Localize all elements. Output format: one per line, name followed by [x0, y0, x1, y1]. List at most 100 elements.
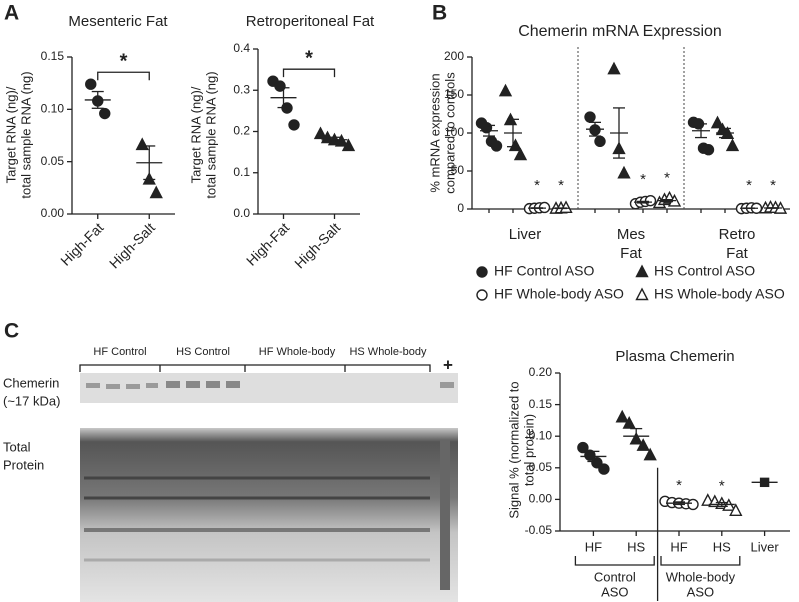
lane-group-label: HF Control [93, 346, 146, 358]
y-tick-label: 0.20 [529, 365, 553, 379]
panel-label: A [4, 2, 19, 25]
data-point [274, 80, 286, 92]
y-tick-label: 0.10 [41, 102, 65, 116]
x-tick-label: Fat [620, 245, 643, 262]
legend-marker [476, 289, 488, 301]
y-axis-label: compared to controls [442, 72, 457, 194]
total-protein-gel [80, 428, 458, 602]
group-bracket [574, 556, 655, 566]
chemerin-bands [86, 381, 454, 389]
y-tick-label: 100 [444, 125, 464, 139]
data-point [617, 165, 631, 179]
lane-group-label: HS Whole-body [349, 346, 427, 358]
data-point [598, 463, 610, 475]
data-point [313, 126, 328, 140]
significance-bracket [97, 71, 150, 81]
x-tick-label: Mes [617, 226, 645, 243]
x-tick-label: High-Fat [243, 219, 292, 268]
western-blot: HF Control HS Control HF Whole-body HS W… [3, 346, 458, 602]
chart-title: Mesenteric Fat [68, 13, 168, 30]
y-tick-label: -0.05 [525, 523, 553, 537]
data-point [594, 135, 606, 148]
data-point [149, 185, 163, 199]
data-point [559, 200, 573, 214]
y-tick-label: 0.05 [529, 460, 553, 474]
x-tick-label: Liver [751, 539, 780, 554]
data-point [708, 494, 722, 508]
data-point [710, 115, 725, 129]
data-point [85, 78, 97, 90]
group-bracket [660, 556, 741, 566]
y-tick-label: 0.10 [529, 428, 553, 442]
chart-title: Retroperitoneal Fat [246, 13, 375, 30]
legend-label: HF Control ASO [494, 263, 594, 279]
panel-label: B [432, 2, 447, 25]
row-label: Protein [3, 457, 44, 472]
y-axis-label: % mRNA expression [427, 73, 442, 192]
data-point [644, 194, 657, 207]
significance-bracket [282, 68, 336, 78]
x-tick-label: HF [585, 539, 602, 554]
legend-label: HF Whole-body ASO [494, 286, 624, 302]
y-tick-label: 200 [444, 49, 464, 63]
significance-mark: * [676, 477, 682, 494]
lane-bracket [79, 364, 431, 372]
y-axis-label: total sample RNA (ng) [18, 71, 33, 198]
significance-mark: * [664, 170, 670, 187]
y-tick-label: 0.4 [233, 41, 250, 55]
x-tick-label: HF [670, 539, 687, 554]
significance-mark: * [746, 177, 752, 194]
group-label: Whole-body [666, 569, 736, 584]
significance-mark: * [770, 177, 776, 194]
x-tick-label: Fat [726, 245, 749, 262]
legend-marker [476, 266, 488, 278]
y-tick-label: 0.15 [41, 49, 65, 63]
data-point [99, 107, 111, 120]
data-point [615, 409, 629, 423]
y-axis-label: Signal % (normalized to [506, 381, 521, 518]
gel-bands [84, 440, 450, 590]
row-label: Chemerin [3, 375, 59, 390]
data-point [702, 144, 715, 156]
x-tick-label: HS [627, 539, 645, 554]
data-point [341, 138, 356, 152]
row-label: (~17 kDa) [3, 393, 60, 408]
y-tick-label: 50 [451, 163, 465, 177]
data-point [577, 441, 589, 454]
data-point [508, 138, 523, 152]
significance-mark: * [558, 177, 564, 194]
y-tick-label: 0 [457, 201, 464, 215]
data-point [498, 83, 513, 97]
y-tick-label: 0.2 [233, 124, 250, 138]
significance-mark: * [719, 478, 725, 495]
chemerin-strip [80, 373, 458, 403]
data-point [513, 147, 528, 161]
legend-marker [635, 264, 649, 278]
legend-marker [635, 287, 649, 301]
x-tick-label: Liver [509, 226, 542, 243]
data-point [687, 498, 699, 511]
data-point [288, 119, 300, 131]
data-point [584, 449, 596, 461]
x-tick-label: High-Fat [57, 219, 106, 268]
significance-mark: * [120, 50, 128, 72]
chart-title: Plasma Chemerin [615, 348, 734, 365]
y-tick-label: 0.15 [529, 397, 553, 411]
positive-control-label: + [443, 355, 453, 374]
data-point [643, 447, 657, 461]
x-tick-label: HS [713, 539, 731, 554]
y-tick-label: 0.1 [233, 165, 250, 179]
y-tick-label: 0.00 [529, 492, 553, 506]
lane-group-label: HS Control [176, 346, 230, 358]
y-axis-label: Target RNA (ng)/ [188, 86, 203, 183]
lane-group-label: HF Whole-body [259, 346, 336, 358]
y-tick-label: 0.0 [233, 206, 250, 220]
data-point [636, 438, 650, 451]
data-point [490, 140, 503, 152]
data-point [591, 457, 603, 469]
y-tick-label: 150 [444, 87, 464, 101]
data-point [622, 416, 636, 429]
row-label: Total [3, 439, 31, 454]
data-point [135, 137, 149, 151]
legend-label: HS Whole-body ASO [654, 286, 785, 302]
